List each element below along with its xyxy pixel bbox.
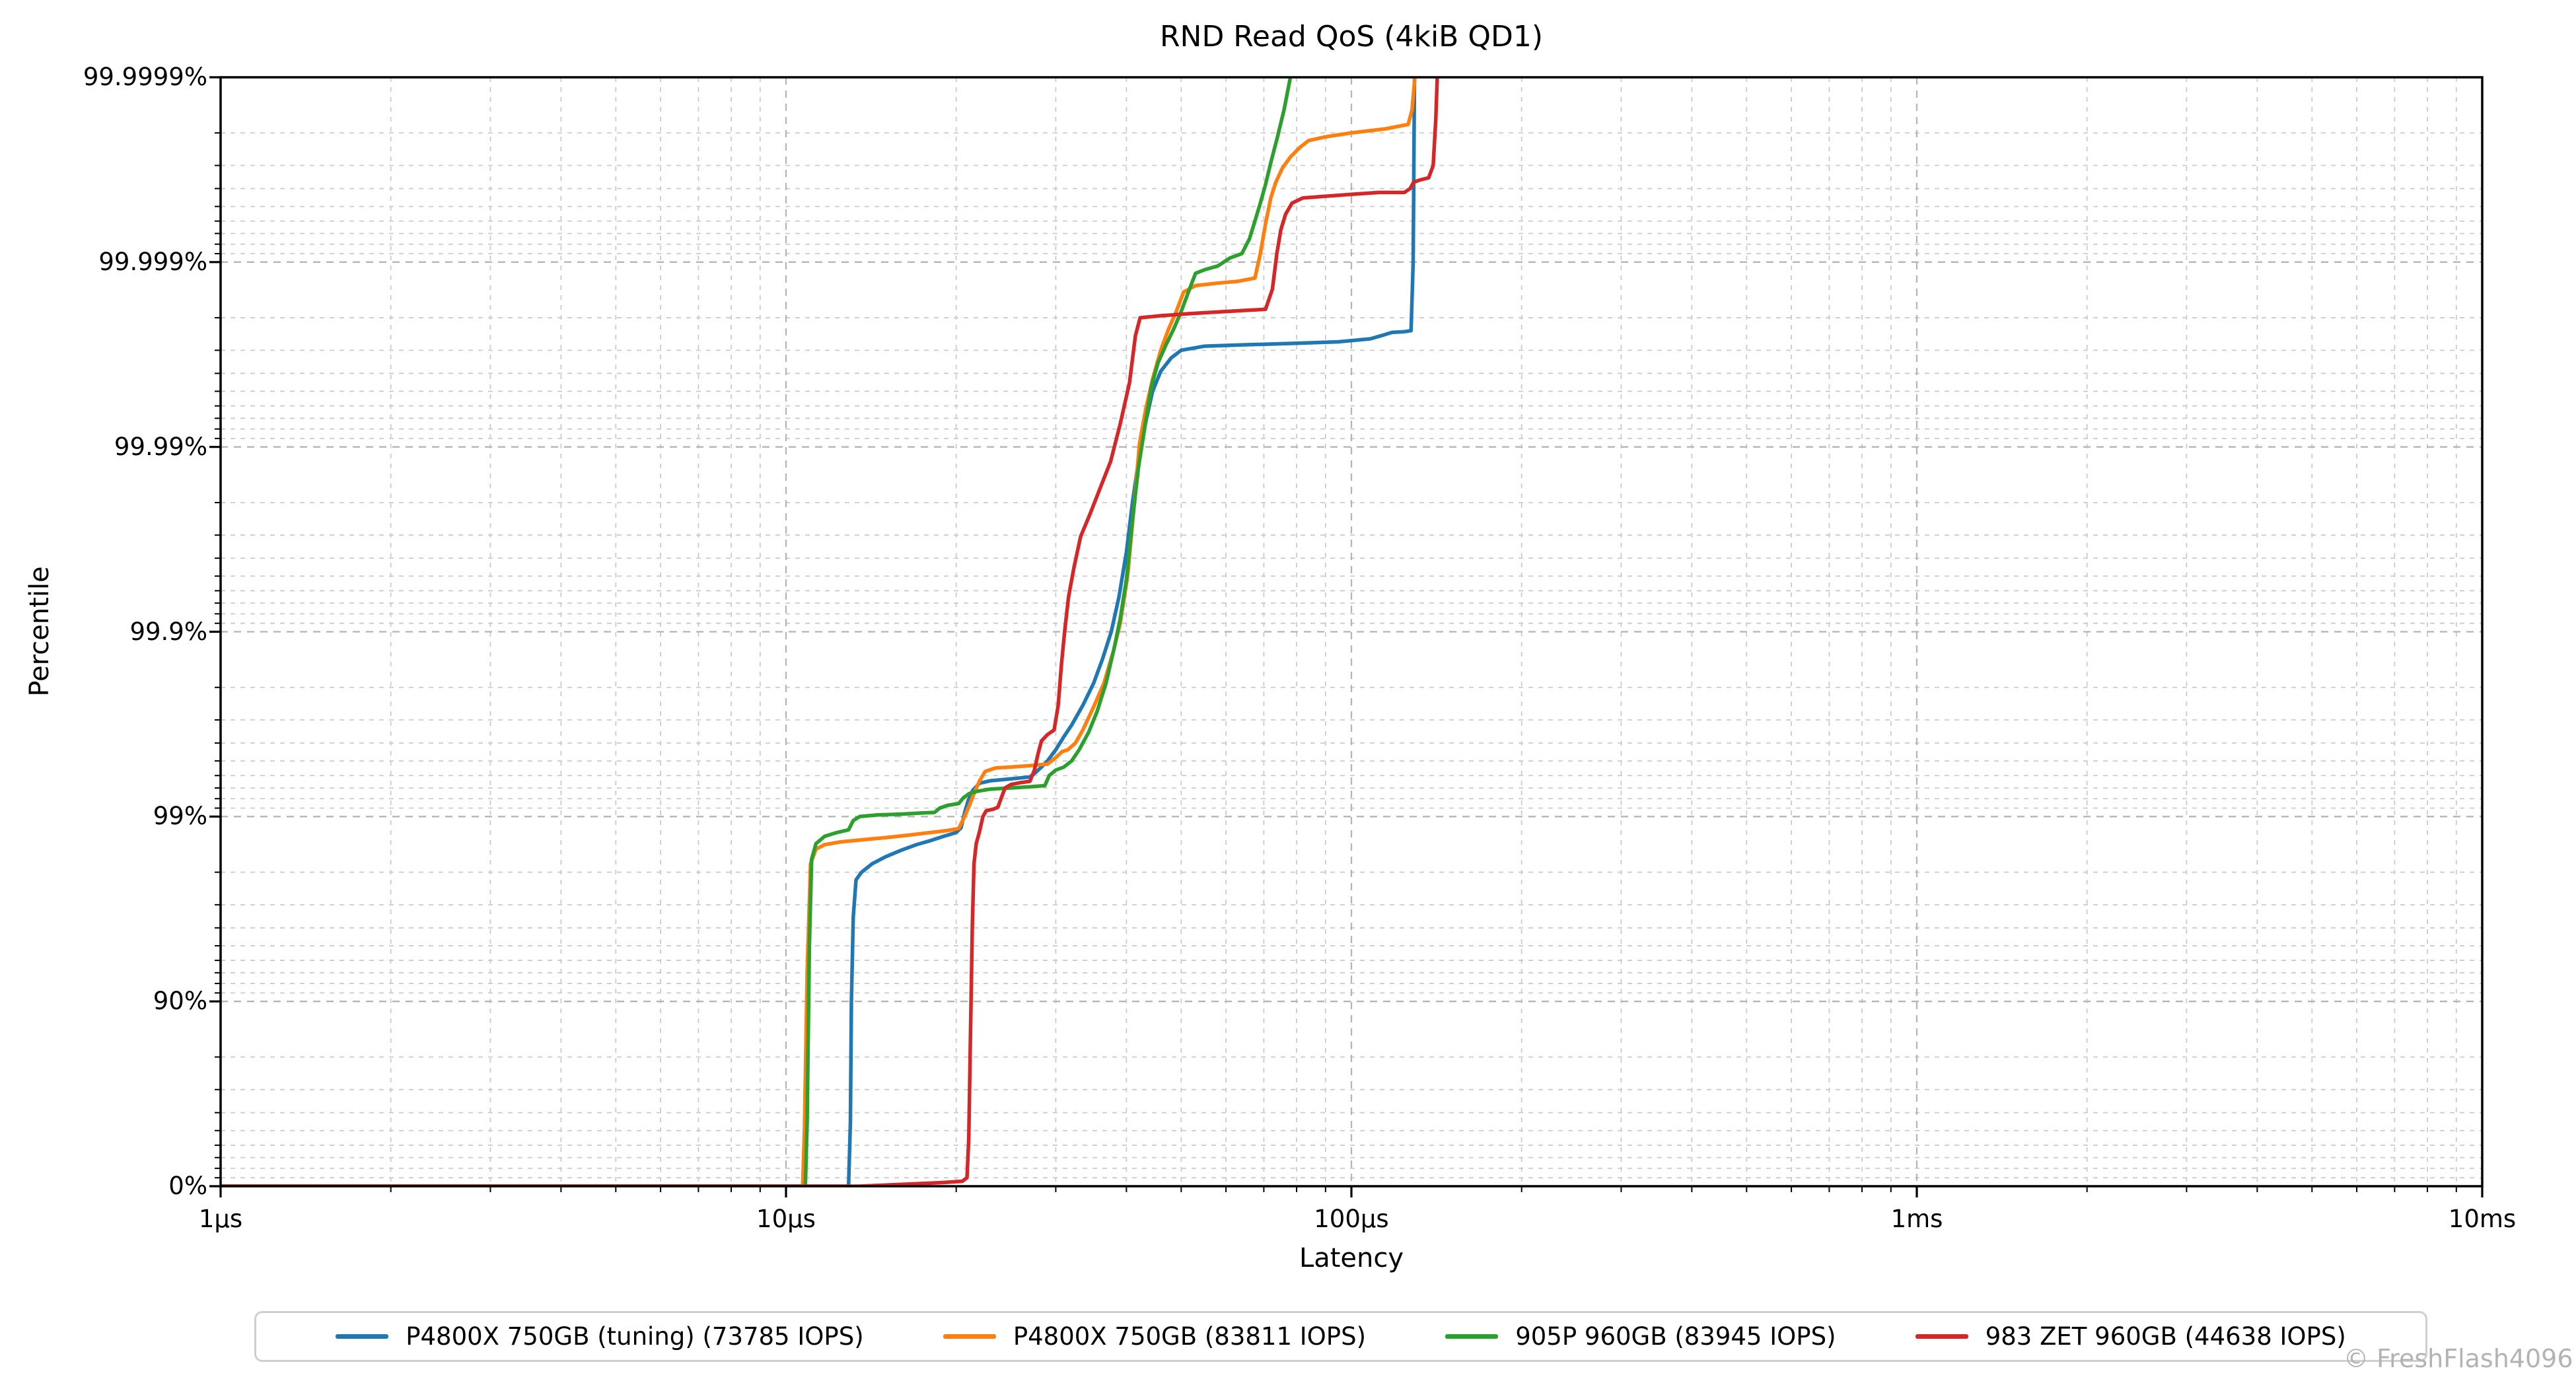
legend-label: 983 ZET 960GB (44638 IOPS) — [1985, 1322, 2346, 1351]
legend-label: 905P 960GB (83945 IOPS) — [1515, 1322, 1836, 1351]
legend-line-swatch — [1915, 1334, 1968, 1339]
tick-marks — [209, 76, 2484, 1197]
series-line-p4800x-750gb — [221, 77, 1417, 1186]
x-tick-100µs: 100µs — [1314, 1205, 1389, 1233]
x-axis-label: Latency — [1299, 1243, 1404, 1273]
watermark: © FreshFlash4096 — [2343, 1344, 2573, 1373]
y-tick-999999: 99.9999% — [83, 63, 207, 91]
x-tick-10ms: 10ms — [2448, 1205, 2517, 1233]
series-line-905p-960gb — [221, 77, 1293, 1186]
y-axis-label: Percentile — [24, 566, 55, 697]
legend-entry: P4800X 750GB (83811 IOPS) — [943, 1322, 1366, 1351]
y-tick-99999: 99.999% — [98, 247, 207, 276]
x-tick-1µs: 1µs — [198, 1205, 243, 1233]
x-tick-10µs: 10µs — [756, 1205, 816, 1233]
chart-title: RND Read QoS (4kiB QD1) — [1159, 20, 1544, 53]
series-lines — [221, 77, 1439, 1186]
legend: P4800X 750GB (tuning) (73785 IOPS) P4800X… — [254, 1311, 2427, 1362]
y-tick-90: 90% — [153, 987, 207, 1016]
legend-entry: 905P 960GB (83945 IOPS) — [1445, 1322, 1836, 1351]
series-line-983-zet-960gb — [221, 77, 1439, 1186]
y-tick-9999: 99.99% — [114, 432, 207, 461]
legend-line-swatch — [1445, 1334, 1499, 1339]
y-tick-99: 99% — [153, 802, 207, 831]
legend-line-swatch — [943, 1334, 996, 1339]
y-tick-999: 99.9% — [129, 617, 207, 646]
legend-entry: 983 ZET 960GB (44638 IOPS) — [1915, 1322, 2346, 1351]
legend-entry: P4800X 750GB (tuning) (73785 IOPS) — [336, 1322, 864, 1351]
legend-label: P4800X 750GB (83811 IOPS) — [1013, 1322, 1367, 1351]
series-line-p4800x-750gb-tuning- — [221, 77, 1417, 1186]
y-tick-0: 0% — [168, 1172, 207, 1200]
legend-label: P4800X 750GB (tuning) (73785 IOPS) — [406, 1322, 864, 1351]
legend-line-swatch — [336, 1334, 389, 1339]
x-tick-1ms: 1ms — [1890, 1205, 1943, 1233]
